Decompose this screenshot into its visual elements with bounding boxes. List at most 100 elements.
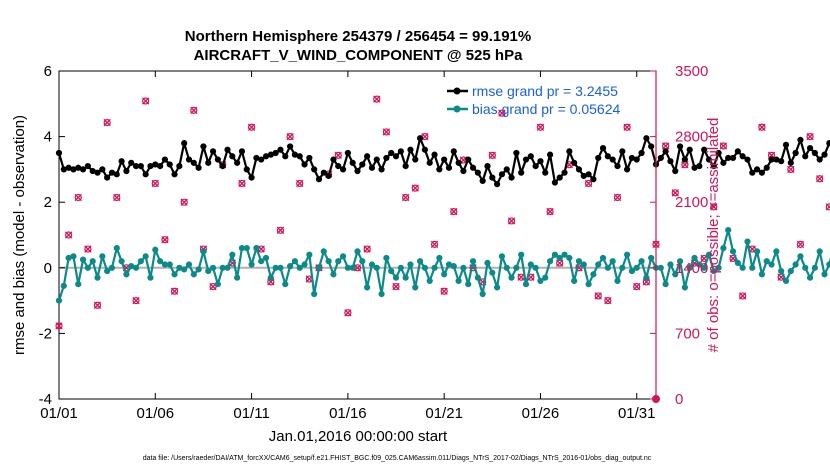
rmse-marker [720, 159, 727, 166]
obs-assimilated-stroke [151, 179, 159, 188]
rmse-marker [681, 156, 688, 163]
bias-marker [787, 267, 794, 275]
rmse-marker [614, 163, 621, 170]
rmse-marker [229, 153, 236, 160]
obs-assimilated-stroke [806, 132, 814, 141]
obs-possible-marker [363, 245, 371, 253]
rmse-marker [590, 176, 597, 183]
obs-assimilated-stroke [488, 151, 496, 160]
bias-marker [734, 259, 741, 266]
bias-marker [118, 258, 125, 265]
rmse-marker [402, 163, 409, 170]
bias-marker [806, 274, 814, 281]
rmse-marker [383, 154, 390, 162]
bias-marker [234, 274, 241, 281]
obs-assimilated-marker [382, 128, 391, 136]
bias-marker [421, 264, 429, 271]
rmse-marker [94, 169, 101, 176]
obs-possible-marker [488, 151, 496, 159]
rmse-marker [388, 149, 395, 157]
obs-assimilated-stroke [507, 217, 516, 225]
bias-marker [604, 264, 611, 271]
obs-assimilated-stroke [296, 179, 304, 188]
bias-marker [364, 284, 371, 291]
rmse-marker [599, 144, 607, 152]
obs-assimilated-stroke [132, 296, 140, 305]
rmse-marker [123, 167, 130, 175]
obs-assimilated-marker [671, 189, 679, 197]
obs-possible-marker [132, 297, 140, 305]
obs-assimilated-marker [238, 179, 246, 188]
obs-possible-marker [238, 179, 246, 188]
rmse-marker [344, 149, 351, 157]
obs-assimilated-marker [401, 193, 410, 202]
bias-marker [383, 254, 390, 262]
obs-assimilated-marker [719, 142, 728, 150]
obs-assimilated-stroke [633, 282, 641, 291]
obs-assimilated-stroke [758, 123, 766, 131]
obs-assimilated-marker [440, 287, 448, 295]
rmse-marker [571, 159, 578, 166]
rmse-marker [325, 172, 332, 180]
rmse-marker [219, 163, 226, 170]
obs-assimilated-stroke [93, 301, 102, 309]
obs-possible-marker [74, 193, 82, 202]
obs-assimilated-marker [536, 123, 545, 131]
rmse-marker [484, 163, 491, 170]
obs-assimilated-stroke [103, 118, 111, 127]
obs-possible-marker [382, 128, 390, 136]
rmse-marker [498, 171, 506, 178]
obs-possible-marker [546, 207, 554, 216]
bias-marker [214, 281, 221, 288]
obs-assimilated-marker [132, 296, 140, 305]
rmse-marker [339, 166, 347, 173]
obs-possible-marker [411, 184, 419, 192]
bias-marker [94, 274, 101, 281]
bias-marker [315, 264, 323, 271]
obs-assimilated-stroke [498, 109, 506, 117]
bias-marker [691, 254, 698, 262]
obs-assimilated-stroke [719, 142, 728, 150]
bias-marker [205, 267, 212, 275]
rmse-marker [354, 167, 361, 175]
bias-marker [792, 261, 799, 268]
bias-marker [624, 251, 631, 258]
rmse-marker [604, 153, 611, 160]
bias-marker [768, 261, 775, 268]
rmse-marker [190, 159, 197, 166]
obs-assimilated-marker [190, 106, 198, 115]
y2-tick-label: 2800 [675, 129, 708, 146]
obs-assimilated-stroke [556, 259, 564, 267]
rmse-marker [758, 169, 766, 176]
obs-assimilated-marker [450, 207, 458, 216]
bias-marker [662, 281, 669, 288]
bias-marker [402, 274, 409, 281]
bias-marker [763, 258, 770, 265]
rmse-marker [176, 163, 183, 170]
bias-marker [253, 245, 260, 252]
obs-possible-marker [498, 109, 506, 117]
obs-assimilated-stroke [190, 106, 198, 115]
rmse-marker [494, 181, 501, 188]
bias-marker [527, 261, 534, 268]
rmse-marker [739, 153, 746, 160]
bias-marker [701, 264, 708, 271]
bias-marker [368, 261, 376, 268]
obs-possible-marker [180, 198, 188, 206]
rmse-marker [503, 166, 510, 173]
bias-marker [185, 261, 193, 268]
bias-marker [89, 258, 96, 265]
rmse-marker [657, 154, 664, 162]
obs-assimilated-stroke [661, 142, 670, 150]
obs-possible-marker [507, 217, 516, 225]
bias-marker [518, 251, 525, 258]
bias-marker [301, 261, 308, 268]
rmse-marker [489, 174, 496, 181]
obs-assimilated-marker [93, 301, 102, 309]
obs-assimilated-marker [796, 240, 805, 249]
bias-marker [157, 258, 164, 265]
obs-assimilated-marker [411, 184, 419, 192]
obs-assimilated-marker [151, 179, 159, 188]
bias-marker [744, 238, 751, 245]
obs-assimilated-stroke [113, 193, 121, 202]
